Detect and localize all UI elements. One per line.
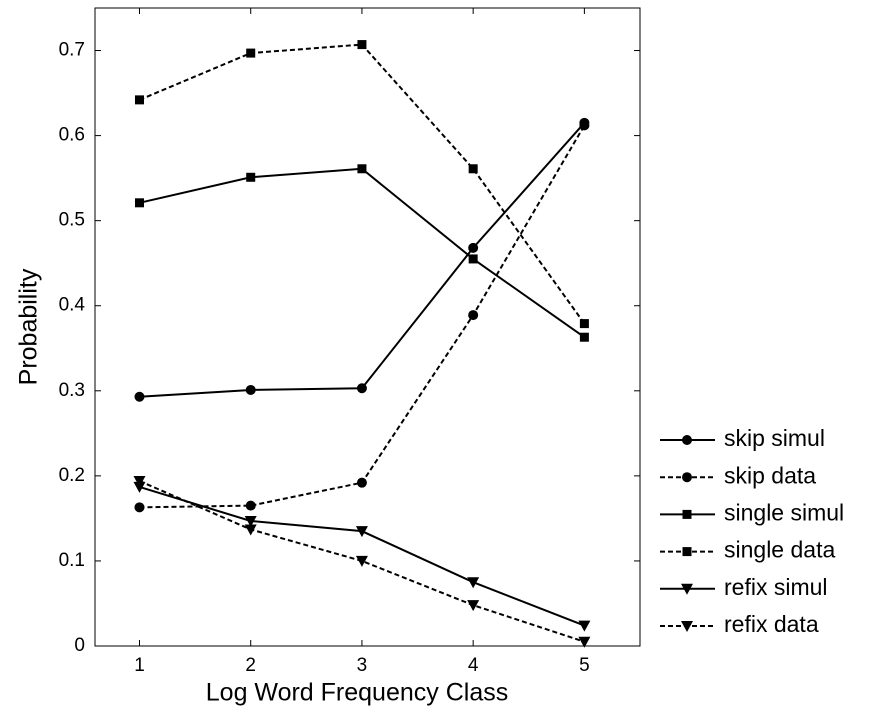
marker bbox=[579, 332, 589, 342]
series-line bbox=[139, 122, 586, 398]
marker bbox=[244, 524, 257, 536]
y-tick-label: 0.4 bbox=[59, 295, 86, 316]
legend-label: single data bbox=[724, 537, 835, 563]
x-tick-label: 3 bbox=[357, 655, 368, 676]
marker bbox=[357, 40, 367, 50]
y-tick-label: 0.1 bbox=[59, 550, 85, 571]
marker bbox=[578, 636, 591, 648]
legend-marker bbox=[682, 547, 692, 557]
marker bbox=[133, 475, 146, 487]
y-tick-label: 0 bbox=[74, 635, 85, 656]
series-line bbox=[139, 43, 586, 325]
plot-frame bbox=[94, 7, 641, 647]
legend-label: refix simul bbox=[724, 574, 828, 600]
marker bbox=[468, 242, 479, 253]
y-axis-label: Probability bbox=[15, 268, 43, 385]
marker bbox=[244, 515, 257, 527]
legend-label: skip simul bbox=[724, 425, 825, 451]
marker bbox=[468, 164, 478, 174]
legend-label: refix data bbox=[724, 611, 819, 637]
marker bbox=[578, 620, 591, 632]
y-tick-label: 0.7 bbox=[59, 40, 85, 61]
marker bbox=[245, 384, 256, 395]
marker bbox=[467, 600, 480, 612]
marker bbox=[356, 383, 367, 394]
x-tick-label: 5 bbox=[579, 655, 590, 676]
y-tick-label: 0.2 bbox=[59, 465, 85, 486]
marker bbox=[355, 555, 368, 567]
legend-label: skip data bbox=[724, 462, 816, 488]
x-axis-label: Log Word Frequency Class bbox=[206, 679, 508, 707]
legend-marker bbox=[682, 435, 692, 445]
series-line bbox=[139, 167, 585, 339]
marker bbox=[134, 95, 144, 105]
marker bbox=[468, 310, 479, 321]
marker bbox=[134, 502, 145, 513]
series-line bbox=[139, 124, 586, 509]
marker bbox=[133, 481, 146, 493]
legend-marker bbox=[681, 621, 693, 632]
marker bbox=[467, 577, 480, 589]
x-tick-label: 2 bbox=[245, 655, 256, 676]
y-tick-label: 0.5 bbox=[59, 210, 85, 231]
legend: skip simul skip data single simul single da… bbox=[660, 425, 844, 637]
marker bbox=[134, 391, 145, 402]
marker bbox=[579, 120, 590, 131]
legend-marker bbox=[682, 472, 692, 483]
marker bbox=[357, 164, 367, 174]
marker bbox=[246, 172, 256, 182]
legend-marker bbox=[681, 583, 693, 595]
marker bbox=[245, 500, 256, 511]
x-tick-label: 4 bbox=[468, 655, 479, 676]
marker bbox=[579, 319, 589, 329]
x-tick-label: 1 bbox=[134, 655, 145, 676]
marker bbox=[246, 48, 256, 58]
marker bbox=[134, 198, 144, 208]
y-tick-label: 0.3 bbox=[59, 380, 85, 401]
marker bbox=[356, 477, 367, 488]
legend-label: single simul bbox=[724, 499, 844, 525]
marker bbox=[468, 254, 478, 264]
y-tick-label: 0.6 bbox=[59, 125, 85, 146]
legend-marker bbox=[682, 509, 692, 519]
marker bbox=[355, 526, 368, 538]
